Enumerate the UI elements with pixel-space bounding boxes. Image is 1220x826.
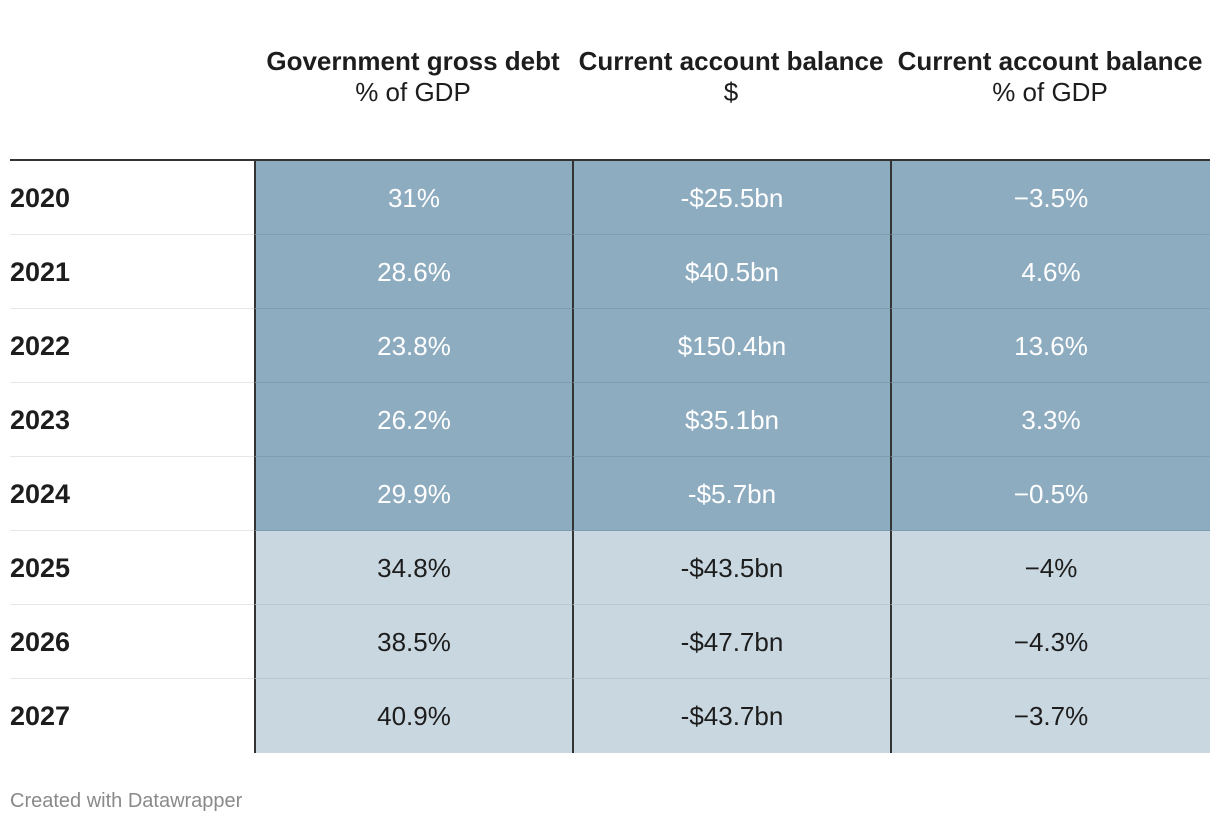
row-year: 2024 <box>10 457 254 531</box>
table-cell: −4% <box>890 531 1210 605</box>
table-cell: 23.8% <box>254 309 572 383</box>
column-unit: % of GDP <box>992 77 1108 107</box>
table-cell: -$43.7bn <box>572 679 890 753</box>
table-cell: 4.6% <box>890 235 1210 309</box>
table-cell: −0.5% <box>890 457 1210 531</box>
column-header-ca-gdp: Current account balance % of GDP <box>890 46 1210 108</box>
credit-footer: Created with Datawrapper <box>10 790 243 812</box>
table-cell: -$47.7bn <box>572 605 890 679</box>
table-row: 2026 38.5% -$47.7bn −4.3% <box>10 605 1210 679</box>
table-cell: 26.2% <box>254 383 572 457</box>
row-year: 2027 <box>10 701 71 731</box>
table-body: 2020 31% -$25.5bn −3.5% 2021 28.6% $40.5bn 4.6%… <box>10 161 1210 753</box>
table-cell: -$25.5bn <box>572 161 890 235</box>
row-year: 2021 <box>10 235 254 309</box>
table-cell: −3.5% <box>890 161 1210 235</box>
table-cell: 3.3% <box>890 383 1210 457</box>
column-title: Current account balance <box>578 46 884 76</box>
row-year: 2025 <box>10 531 254 605</box>
row-year: 2023 <box>10 383 254 457</box>
table-row: 2025 34.8% -$43.5bn −4% <box>10 531 1210 605</box>
table-cell: -$5.7bn <box>572 457 890 531</box>
table-row: 2024 29.9% -$5.7bn −0.5% <box>10 457 1210 531</box>
row-year: 2022 <box>10 309 254 383</box>
table-cell: $40.5bn <box>572 235 890 309</box>
table-cell: 34.8% <box>254 531 572 605</box>
table-row: 2022 23.8% $150.4bn 13.6% <box>10 309 1210 383</box>
data-table: Government gross debt % of GDP Current a… <box>10 40 1210 753</box>
row-year: 2026 <box>10 605 254 679</box>
table-cell: 13.6% <box>890 309 1210 383</box>
table-cell: $150.4bn <box>572 309 890 383</box>
table-row: 2021 28.6% $40.5bn 4.6% <box>10 235 1210 309</box>
table-cell: $35.1bn <box>572 383 890 457</box>
column-title: Current account balance <box>897 46 1203 76</box>
table-cell: 31% <box>254 161 572 235</box>
table-cell: -$43.5bn <box>572 531 890 605</box>
table-cell: −4.3% <box>890 605 1210 679</box>
table-row: 2023 26.2% $35.1bn 3.3% <box>10 383 1210 457</box>
column-unit: % of GDP <box>355 77 471 107</box>
column-title: Government gross debt <box>266 46 560 76</box>
table-cell: 29.9% <box>254 457 572 531</box>
column-unit: $ <box>723 77 739 107</box>
table-cell: −3.7% <box>890 679 1210 753</box>
table-cell: 38.5% <box>254 605 572 679</box>
table-cell: 40.9% <box>254 679 572 753</box>
table-row: 2020 31% -$25.5bn −3.5% <box>10 161 1210 235</box>
column-header-ca-dollars: Current account balance $ <box>572 46 890 108</box>
table-cell: 28.6% <box>254 235 572 309</box>
column-header-debt: Government gross debt % of GDP <box>254 46 572 108</box>
table-header: Government gross debt % of GDP Current a… <box>10 40 1210 161</box>
row-year: 2020 <box>10 161 254 235</box>
table-row: 2027 40.9% -$43.7bn −3.7% <box>10 679 1210 753</box>
